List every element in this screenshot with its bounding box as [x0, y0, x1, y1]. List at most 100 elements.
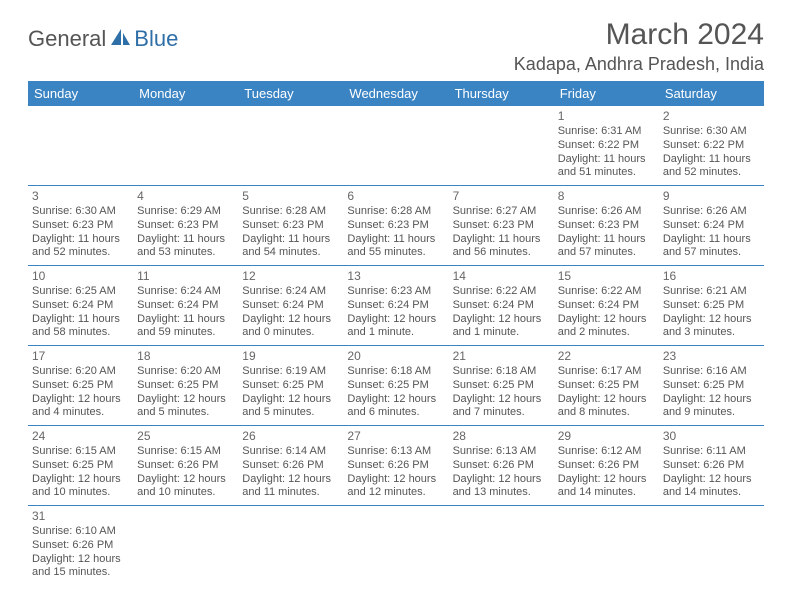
calendar-week-row: 3Sunrise: 6:30 AMSunset: 6:23 PMDaylight…: [28, 186, 764, 266]
sunset-text: Sunset: 6:26 PM: [32, 539, 129, 553]
logo-text-blue: Blue: [134, 26, 178, 52]
calendar-cell: 28Sunrise: 6:13 AMSunset: 6:26 PMDayligh…: [449, 426, 554, 506]
sunset-text: Sunset: 6:24 PM: [137, 299, 234, 313]
calendar-cell: 11Sunrise: 6:24 AMSunset: 6:24 PMDayligh…: [133, 266, 238, 346]
calendar-cell: 10Sunrise: 6:25 AMSunset: 6:24 PMDayligh…: [28, 266, 133, 346]
daylight-text: and 5 minutes.: [137, 406, 234, 420]
sunset-text: Sunset: 6:25 PM: [663, 379, 760, 393]
day-number: 3: [32, 189, 129, 204]
sunrise-text: Sunrise: 6:31 AM: [558, 125, 655, 139]
daylight-text: and 9 minutes.: [663, 406, 760, 420]
day-number: 8: [558, 189, 655, 204]
daylight-text: Daylight: 12 hours: [663, 393, 760, 407]
sunset-text: Sunset: 6:25 PM: [32, 379, 129, 393]
daylight-text: and 14 minutes.: [663, 486, 760, 500]
daylight-text: Daylight: 12 hours: [453, 393, 550, 407]
day-number: 30: [663, 429, 760, 444]
sunset-text: Sunset: 6:23 PM: [32, 219, 129, 233]
daylight-text: and 0 minutes.: [242, 326, 339, 340]
day-header: Friday: [554, 81, 659, 106]
daylight-text: Daylight: 12 hours: [663, 313, 760, 327]
daylight-text: and 14 minutes.: [558, 486, 655, 500]
daylight-text: and 10 minutes.: [32, 486, 129, 500]
daylight-text: Daylight: 12 hours: [137, 393, 234, 407]
title-block: March 2024 Kadapa, Andhra Pradesh, India: [514, 18, 764, 75]
sunrise-text: Sunrise: 6:30 AM: [663, 125, 760, 139]
daylight-text: and 15 minutes.: [32, 566, 129, 580]
calendar-week-row: 24Sunrise: 6:15 AMSunset: 6:25 PMDayligh…: [28, 426, 764, 506]
day-number: 17: [32, 349, 129, 364]
header: General Blue March 2024 Kadapa, Andhra P…: [28, 18, 764, 75]
daylight-text: and 11 minutes.: [242, 486, 339, 500]
calendar-cell: 14Sunrise: 6:22 AMSunset: 6:24 PMDayligh…: [449, 266, 554, 346]
sunrise-text: Sunrise: 6:20 AM: [32, 365, 129, 379]
calendar-cell: 17Sunrise: 6:20 AMSunset: 6:25 PMDayligh…: [28, 346, 133, 426]
day-number: 1: [558, 109, 655, 124]
calendar-cell: [133, 106, 238, 186]
sunrise-text: Sunrise: 6:29 AM: [137, 205, 234, 219]
daylight-text: and 6 minutes.: [347, 406, 444, 420]
calendar-cell: 5Sunrise: 6:28 AMSunset: 6:23 PMDaylight…: [238, 186, 343, 266]
daylight-text: Daylight: 12 hours: [32, 473, 129, 487]
sunrise-text: Sunrise: 6:14 AM: [242, 445, 339, 459]
sunset-text: Sunset: 6:25 PM: [347, 379, 444, 393]
daylight-text: and 10 minutes.: [137, 486, 234, 500]
sunrise-text: Sunrise: 6:22 AM: [453, 285, 550, 299]
day-number: 10: [32, 269, 129, 284]
daylight-text: Daylight: 12 hours: [32, 393, 129, 407]
calendar-cell: 29Sunrise: 6:12 AMSunset: 6:26 PMDayligh…: [554, 426, 659, 506]
calendar-cell: 19Sunrise: 6:19 AMSunset: 6:25 PMDayligh…: [238, 346, 343, 426]
sunset-text: Sunset: 6:24 PM: [32, 299, 129, 313]
day-number: 12: [242, 269, 339, 284]
daylight-text: Daylight: 12 hours: [558, 313, 655, 327]
sunrise-text: Sunrise: 6:20 AM: [137, 365, 234, 379]
day-number: 7: [453, 189, 550, 204]
calendar-cell: [238, 106, 343, 186]
day-header: Monday: [133, 81, 238, 106]
sunrise-text: Sunrise: 6:19 AM: [242, 365, 339, 379]
calendar-cell: 8Sunrise: 6:26 AMSunset: 6:23 PMDaylight…: [554, 186, 659, 266]
sunset-text: Sunset: 6:26 PM: [558, 459, 655, 473]
daylight-text: Daylight: 11 hours: [558, 153, 655, 167]
location-text: Kadapa, Andhra Pradesh, India: [514, 54, 764, 75]
daylight-text: Daylight: 12 hours: [347, 473, 444, 487]
sunrise-text: Sunrise: 6:27 AM: [453, 205, 550, 219]
calendar-cell: 3Sunrise: 6:30 AMSunset: 6:23 PMDaylight…: [28, 186, 133, 266]
sunrise-text: Sunrise: 6:30 AM: [32, 205, 129, 219]
logo-text-general: General: [28, 26, 106, 52]
sunset-text: Sunset: 6:23 PM: [347, 219, 444, 233]
sunset-text: Sunset: 6:25 PM: [453, 379, 550, 393]
day-number: 21: [453, 349, 550, 364]
day-number: 24: [32, 429, 129, 444]
day-header: Tuesday: [238, 81, 343, 106]
calendar-cell: 22Sunrise: 6:17 AMSunset: 6:25 PMDayligh…: [554, 346, 659, 426]
day-number: 18: [137, 349, 234, 364]
sunset-text: Sunset: 6:25 PM: [663, 299, 760, 313]
daylight-text: Daylight: 11 hours: [137, 233, 234, 247]
sunrise-text: Sunrise: 6:28 AM: [242, 205, 339, 219]
calendar-cell: 25Sunrise: 6:15 AMSunset: 6:26 PMDayligh…: [133, 426, 238, 506]
daylight-text: Daylight: 12 hours: [453, 313, 550, 327]
daylight-text: Daylight: 11 hours: [32, 313, 129, 327]
calendar-cell: 1Sunrise: 6:31 AMSunset: 6:22 PMDaylight…: [554, 106, 659, 186]
day-number: 26: [242, 429, 339, 444]
calendar-cell: 2Sunrise: 6:30 AMSunset: 6:22 PMDaylight…: [659, 106, 764, 186]
daylight-text: and 52 minutes.: [663, 166, 760, 180]
day-number: 16: [663, 269, 760, 284]
sunrise-text: Sunrise: 6:11 AM: [663, 445, 760, 459]
calendar-cell: 30Sunrise: 6:11 AMSunset: 6:26 PMDayligh…: [659, 426, 764, 506]
calendar-cell: 13Sunrise: 6:23 AMSunset: 6:24 PMDayligh…: [343, 266, 448, 346]
sunrise-text: Sunrise: 6:26 AM: [663, 205, 760, 219]
daylight-text: Daylight: 11 hours: [347, 233, 444, 247]
sunset-text: Sunset: 6:23 PM: [242, 219, 339, 233]
sunset-text: Sunset: 6:24 PM: [558, 299, 655, 313]
sail-icon: [110, 27, 132, 52]
calendar-cell: 18Sunrise: 6:20 AMSunset: 6:25 PMDayligh…: [133, 346, 238, 426]
daylight-text: Daylight: 12 hours: [558, 393, 655, 407]
daylight-text: Daylight: 12 hours: [242, 313, 339, 327]
day-number: 22: [558, 349, 655, 364]
sunrise-text: Sunrise: 6:16 AM: [663, 365, 760, 379]
sunset-text: Sunset: 6:24 PM: [453, 299, 550, 313]
calendar-cell: [343, 506, 448, 586]
calendar-table: Sunday Monday Tuesday Wednesday Thursday…: [28, 81, 764, 585]
